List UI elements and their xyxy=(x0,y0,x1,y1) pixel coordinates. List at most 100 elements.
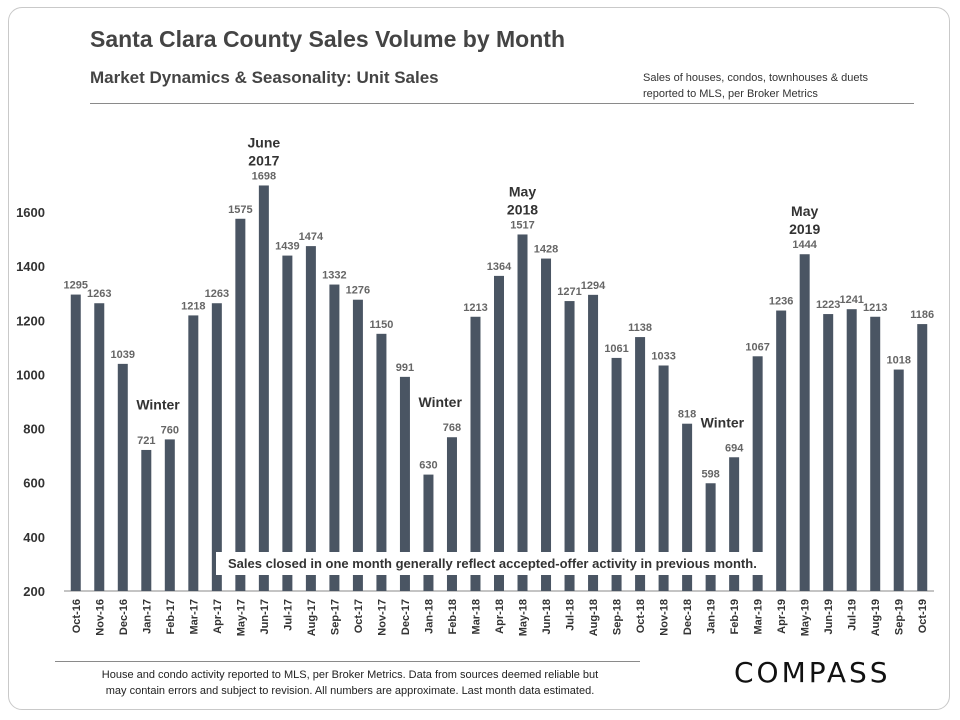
y-tick-label: 1200 xyxy=(16,313,45,328)
x-tick-label: Mar-18 xyxy=(470,599,482,634)
x-tick-label: Jun-17 xyxy=(259,599,271,634)
bar xyxy=(446,437,457,591)
data-label: 1186 xyxy=(910,309,934,321)
annotation-label: Winter xyxy=(418,394,462,410)
x-tick-label: Apr-17 xyxy=(212,599,224,634)
bar xyxy=(305,246,316,592)
bar xyxy=(188,315,199,591)
x-tick-label: May-19 xyxy=(800,599,812,636)
data-label: 818 xyxy=(678,409,696,421)
footer-divider xyxy=(55,661,640,662)
x-tick-label: Apr-19 xyxy=(776,599,788,634)
bar xyxy=(164,439,175,591)
data-label: 760 xyxy=(161,424,179,436)
data-label: 1295 xyxy=(64,280,88,292)
x-tick-label: Aug-18 xyxy=(588,599,600,636)
x-tick-label: Feb-19 xyxy=(729,599,741,634)
bar xyxy=(870,316,881,591)
bar xyxy=(329,284,340,591)
x-tick-label: Mar-19 xyxy=(753,599,765,634)
bar xyxy=(729,457,740,591)
data-label: 1138 xyxy=(628,322,652,334)
bar xyxy=(588,294,599,591)
data-label: 1271 xyxy=(557,286,581,298)
x-tick-label: Sep-18 xyxy=(612,599,624,635)
bar xyxy=(893,369,904,591)
header-divider xyxy=(90,103,914,104)
data-label: 1698 xyxy=(252,170,276,182)
x-tick-label: Dec-17 xyxy=(400,599,412,635)
x-tick-label: Oct-18 xyxy=(635,599,647,633)
annotation-label: Winter xyxy=(136,396,180,412)
annotation-label: 2018 xyxy=(507,201,538,217)
bar xyxy=(258,185,269,591)
bar xyxy=(70,294,81,591)
x-tick-label: Nov-18 xyxy=(659,599,671,636)
x-tick-label: Jul-19 xyxy=(847,599,859,631)
callout-box: Sales closed in one month generally refl… xyxy=(216,552,769,575)
chart-subtitle: Market Dynamics & Seasonality: Unit Sale… xyxy=(90,68,439,87)
x-tick-label: May-18 xyxy=(518,599,530,636)
bar xyxy=(211,303,222,591)
bar xyxy=(611,357,622,591)
bar xyxy=(352,299,363,591)
x-tick-label: Oct-16 xyxy=(71,599,83,633)
y-tick-label: 600 xyxy=(23,476,45,491)
data-label: 1428 xyxy=(534,244,558,256)
bar xyxy=(541,258,552,591)
bar xyxy=(94,303,105,591)
x-tick-label: Jan-18 xyxy=(423,599,435,634)
x-tick-label: Nov-17 xyxy=(376,599,388,636)
data-label: 1332 xyxy=(322,270,346,282)
y-tick-label: 1600 xyxy=(16,205,45,220)
bar xyxy=(564,301,575,591)
data-label: 598 xyxy=(701,468,719,480)
bar xyxy=(635,337,646,591)
bar xyxy=(141,449,152,591)
bar xyxy=(399,376,410,591)
x-tick-label: Apr-18 xyxy=(494,599,506,634)
bar xyxy=(776,310,787,591)
y-tick-label: 200 xyxy=(23,584,45,599)
data-label: 1223 xyxy=(816,299,840,311)
footer-disclaimer: House and condo activity reported to MLS… xyxy=(60,667,640,699)
x-tick-label: Jul-18 xyxy=(565,599,577,631)
y-tick-label: 800 xyxy=(23,422,45,437)
annotation-label: 2019 xyxy=(789,221,820,237)
data-label: 1364 xyxy=(487,261,512,273)
footer-line2: may contain errors and subject to revisi… xyxy=(105,685,595,697)
x-tick-label: Feb-18 xyxy=(447,599,459,634)
y-tick-label: 1400 xyxy=(16,259,45,274)
x-tick-label: Sep-19 xyxy=(894,599,906,635)
data-label: 768 xyxy=(443,422,461,434)
x-tick-label: Dec-18 xyxy=(682,599,694,635)
x-tick-label: May-17 xyxy=(235,599,247,636)
footer-line1: House and condo activity reported to MLS… xyxy=(101,669,599,681)
data-label: 1218 xyxy=(181,300,205,312)
data-label: 991 xyxy=(396,362,414,374)
data-label: 1061 xyxy=(604,343,628,355)
annotation-label: May xyxy=(509,183,536,199)
data-label: 1018 xyxy=(886,355,910,367)
data-label: 1213 xyxy=(863,302,887,314)
bar xyxy=(682,423,693,591)
data-label: 1039 xyxy=(111,349,135,361)
annotation-label: June xyxy=(248,134,281,150)
data-label: 1276 xyxy=(346,285,370,297)
data-label: 1241 xyxy=(839,294,863,306)
data-label: 1263 xyxy=(87,288,111,300)
annotation-label: May xyxy=(791,203,818,219)
bar xyxy=(376,333,387,591)
data-label: 1033 xyxy=(651,350,675,362)
data-label: 1294 xyxy=(581,280,606,292)
bar xyxy=(705,483,716,591)
data-label: 1067 xyxy=(745,341,769,353)
data-label: 1444 xyxy=(792,239,817,251)
data-label: 694 xyxy=(725,442,744,454)
x-tick-label: Oct-19 xyxy=(917,599,929,633)
bar xyxy=(423,474,434,591)
data-label: 721 xyxy=(137,435,155,447)
x-tick-label: Dec-16 xyxy=(118,599,130,635)
x-tick-label: Jan-17 xyxy=(141,599,153,634)
